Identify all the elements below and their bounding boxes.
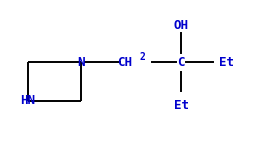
Text: HN: HN bbox=[20, 94, 36, 107]
Text: Et: Et bbox=[219, 56, 234, 69]
Text: C: C bbox=[177, 56, 185, 69]
Text: CH: CH bbox=[117, 56, 132, 69]
Text: 2: 2 bbox=[139, 52, 145, 62]
Text: N: N bbox=[77, 56, 85, 69]
Text: OH: OH bbox=[174, 19, 189, 32]
Text: Et: Et bbox=[174, 99, 189, 112]
